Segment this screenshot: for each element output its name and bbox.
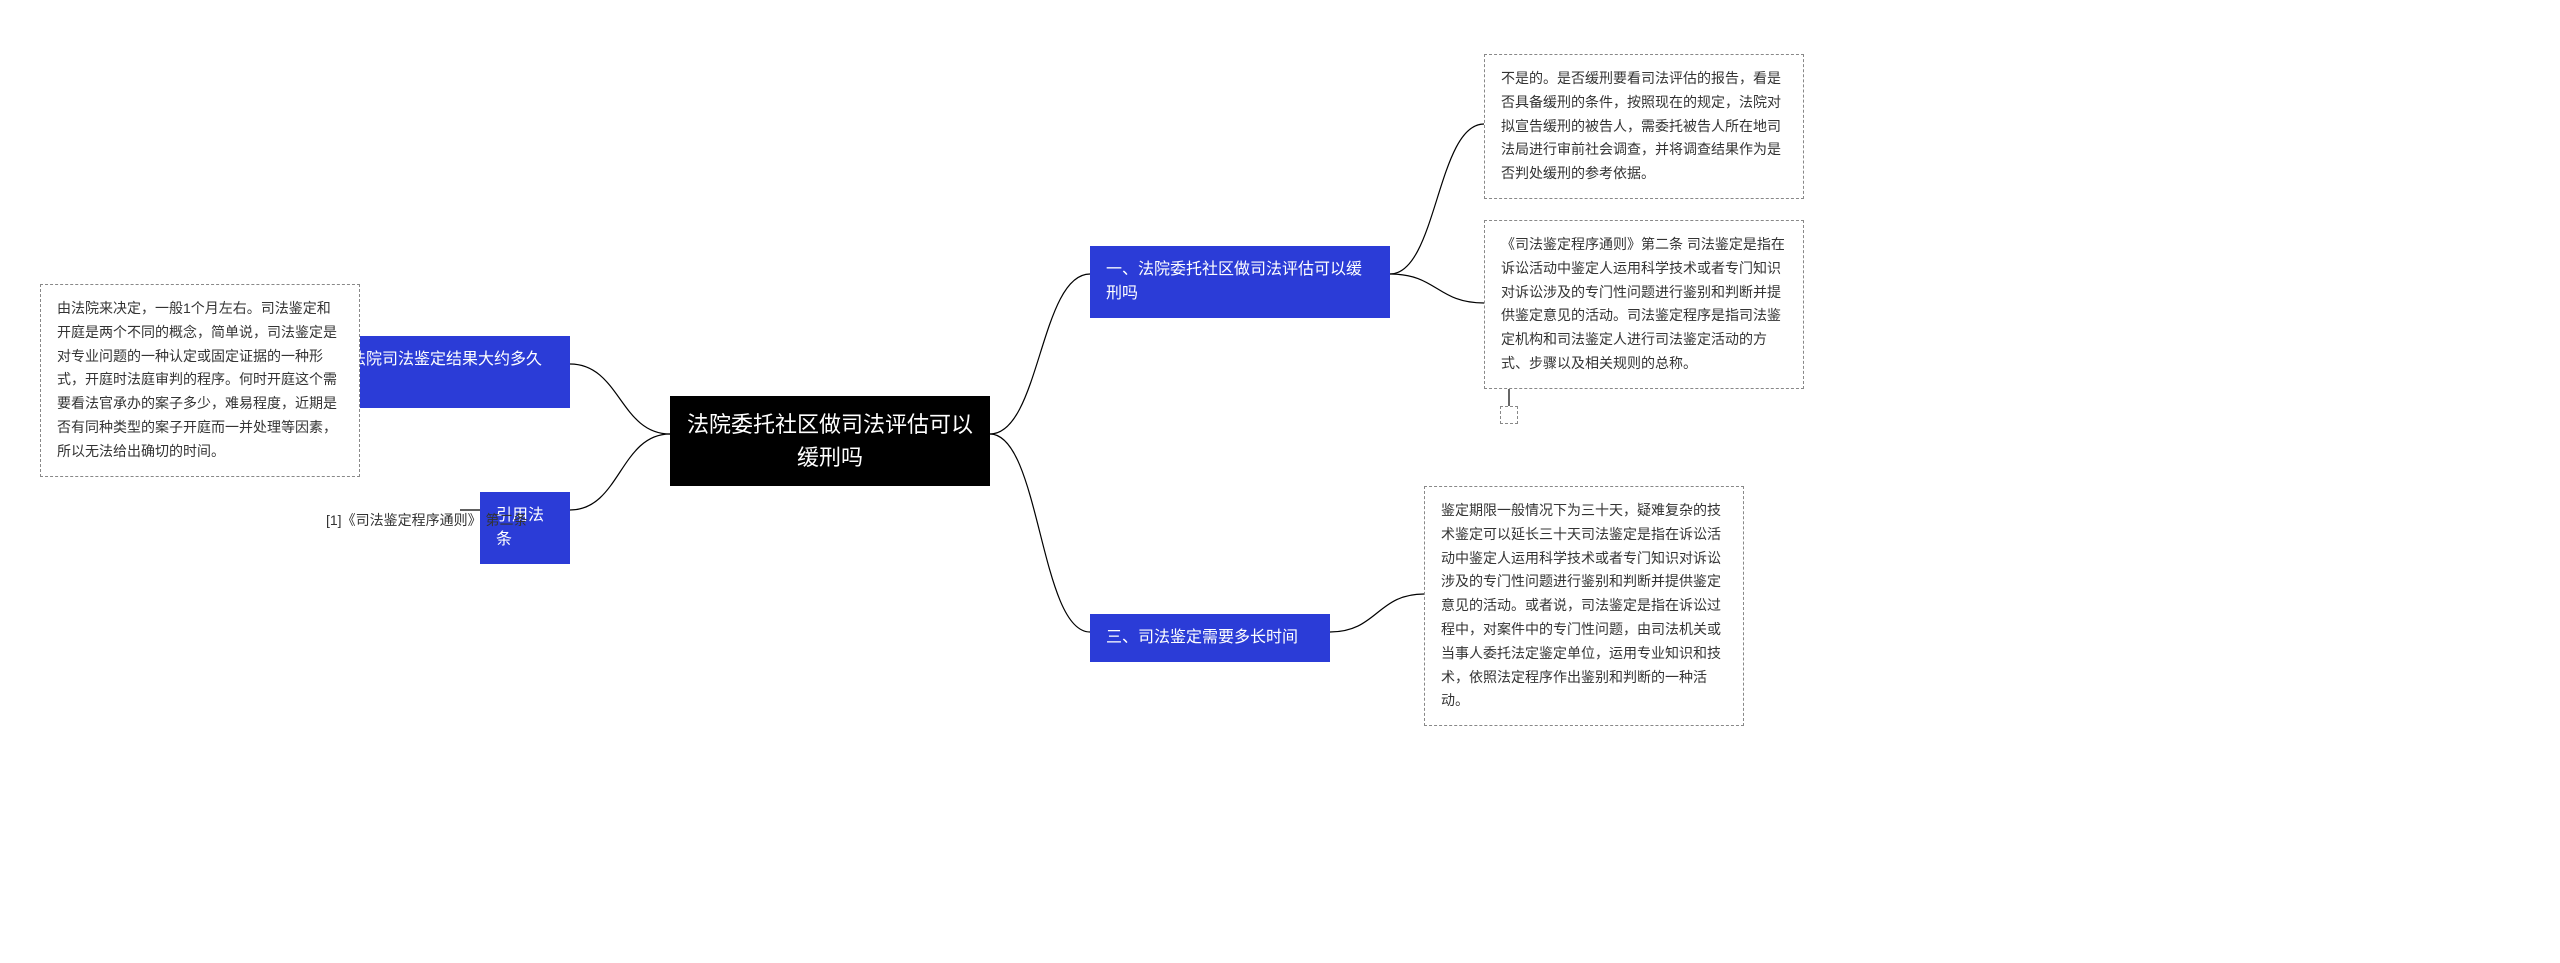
branch-section-3[interactable]: 三、司法鉴定需要多长时间	[1090, 614, 1330, 662]
leaf-section-3-body: 鉴定期限一般情况下为三十天，疑难复杂的技术鉴定可以延长三十天司法鉴定是指在诉讼活…	[1424, 486, 1744, 726]
branch-section-1[interactable]: 一、法院委托社区做司法评估可以缓刑吗	[1090, 246, 1390, 318]
leaf-section-2-body: 由法院来决定，一般1个月左右。司法鉴定和开庭是两个不同的概念，简单说，司法鉴定是…	[40, 284, 360, 477]
leaf-section-1-answer: 不是的。是否缓刑要看司法评估的报告，看是否具备缓刑的条件，按照现在的规定，法院对…	[1484, 54, 1804, 199]
leaf-section-1-law: 《司法鉴定程序通则》第二条 司法鉴定是指在诉讼活动中鉴定人运用科学技术或者专门知…	[1484, 220, 1804, 389]
mindmap-root[interactable]: 法院委托社区做司法评估可以缓刑吗	[670, 396, 990, 486]
leaf-cited-law-item: [1]《司法鉴定程序通则》 第二条	[310, 498, 550, 543]
connector-layer	[0, 0, 2560, 963]
leaf-section-1-law-sub	[1500, 406, 1518, 424]
